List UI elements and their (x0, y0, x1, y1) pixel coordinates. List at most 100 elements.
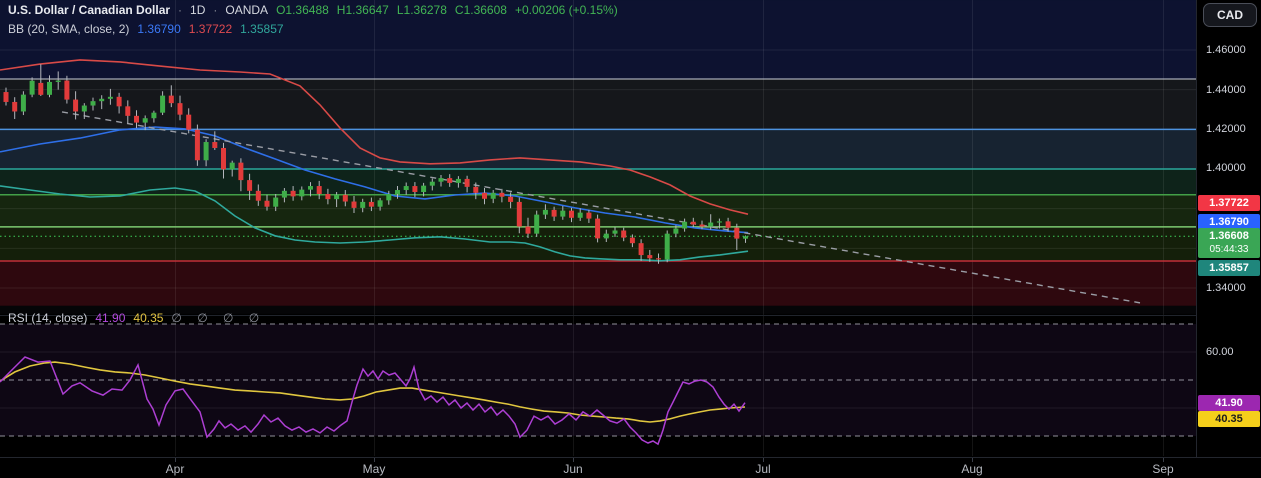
candle[interactable] (725, 221, 731, 228)
candle[interactable] (229, 162, 235, 170)
candle[interactable] (412, 186, 418, 193)
candle[interactable] (90, 101, 96, 106)
candle[interactable] (482, 192, 487, 199)
candle[interactable] (29, 80, 35, 95)
candle[interactable] (81, 105, 87, 112)
candle[interactable] (134, 115, 139, 123)
candle[interactable] (734, 227, 740, 239)
candle[interactable] (186, 114, 192, 130)
candle[interactable] (542, 209, 548, 215)
candle[interactable] (308, 186, 313, 190)
candle[interactable] (368, 201, 374, 207)
candle[interactable] (656, 258, 661, 260)
candle[interactable] (142, 118, 148, 123)
candle[interactable] (690, 221, 696, 225)
candle[interactable] (577, 212, 583, 218)
candle[interactable] (194, 129, 200, 161)
axis-price-badge[interactable]: 1.35857 (1198, 260, 1260, 276)
candle[interactable] (395, 190, 400, 194)
candle[interactable] (473, 186, 479, 193)
candle[interactable] (38, 82, 44, 95)
interval-label[interactable]: 1D (190, 3, 206, 17)
candle[interactable] (699, 224, 705, 227)
bb-indicator-label[interactable]: BB (20, SMA, close, 2) (8, 22, 130, 36)
candle[interactable] (221, 147, 226, 170)
candle[interactable] (377, 200, 383, 207)
venue-label[interactable]: OANDA (225, 3, 269, 17)
candle[interactable] (325, 193, 331, 200)
candle[interactable] (743, 236, 748, 239)
currency-button[interactable]: CAD (1203, 3, 1257, 27)
candle[interactable] (638, 243, 644, 256)
candle[interactable] (421, 185, 427, 193)
candle[interactable] (560, 210, 566, 217)
candle[interactable] (455, 178, 461, 183)
candle[interactable] (534, 214, 540, 234)
candle[interactable] (708, 222, 714, 227)
candle[interactable] (595, 218, 601, 239)
candle[interactable] (64, 80, 70, 100)
candle[interactable] (55, 80, 61, 82)
chart-canvas[interactable] (0, 0, 1196, 457)
candle[interactable] (203, 142, 209, 161)
candle[interactable] (551, 209, 557, 217)
candle[interactable] (160, 95, 166, 113)
candle[interactable] (490, 192, 496, 199)
candle[interactable] (360, 201, 366, 208)
candle[interactable] (386, 193, 392, 201)
candle[interactable] (73, 99, 79, 112)
candle[interactable] (438, 178, 444, 182)
candle[interactable] (212, 142, 218, 148)
candle[interactable] (151, 112, 157, 119)
candle[interactable] (647, 255, 653, 259)
candle[interactable] (342, 194, 348, 202)
candle[interactable] (586, 212, 592, 219)
candle[interactable] (621, 230, 627, 238)
price-axis[interactable]: CAD 1.46000 1.44000 1.42000 1.40000 1.34000 6… (1196, 0, 1261, 457)
axis-price-badge[interactable]: 1.36790 (1198, 214, 1260, 230)
candle[interactable] (299, 189, 305, 197)
axis-price-badge[interactable]: 41.90 (1198, 395, 1260, 411)
candle[interactable] (603, 233, 609, 239)
candle[interactable] (508, 196, 514, 202)
candle[interactable] (12, 101, 18, 112)
candle[interactable] (499, 192, 505, 197)
candle[interactable] (107, 96, 113, 99)
candle[interactable] (429, 181, 435, 186)
time-axis[interactable]: Apr May Jun Jul Aug Sep (0, 457, 1261, 478)
symbol-title[interactable]: U.S. Dollar / Canadian Dollar (8, 3, 171, 17)
candle[interactable] (629, 237, 635, 244)
candle[interactable] (168, 95, 174, 104)
candle[interactable] (516, 201, 522, 227)
candle[interactable] (290, 190, 296, 197)
candle[interactable] (125, 106, 131, 116)
axis-price-badge[interactable]: 40.35 (1198, 411, 1260, 427)
candle[interactable] (238, 162, 244, 181)
candle[interactable] (673, 228, 679, 234)
candle[interactable] (334, 194, 340, 200)
rsi-indicator-label[interactable]: RSI (14, close) (8, 311, 88, 325)
candle[interactable] (316, 186, 322, 194)
candle[interactable] (716, 221, 722, 223)
candle[interactable] (3, 92, 9, 102)
candle[interactable] (447, 178, 453, 183)
candle[interactable] (403, 186, 409, 191)
axis-price-badge[interactable]: 1.37722 (1198, 195, 1260, 211)
candle[interactable] (99, 98, 105, 102)
candle[interactable] (664, 233, 670, 260)
candle[interactable] (177, 103, 183, 115)
candle[interactable] (20, 94, 26, 112)
candle[interactable] (116, 96, 122, 107)
candle[interactable] (682, 221, 688, 229)
candle[interactable] (255, 190, 261, 201)
candle[interactable] (612, 230, 618, 234)
candle[interactable] (281, 190, 287, 198)
candle[interactable] (247, 180, 253, 191)
candle[interactable] (525, 226, 531, 234)
candle[interactable] (351, 201, 357, 208)
candle[interactable] (464, 178, 470, 187)
candle[interactable] (569, 210, 574, 218)
candle[interactable] (273, 197, 279, 207)
axis-price-badge[interactable]: 1.36608 05:44:33 (1198, 228, 1260, 258)
candle[interactable] (47, 81, 52, 95)
